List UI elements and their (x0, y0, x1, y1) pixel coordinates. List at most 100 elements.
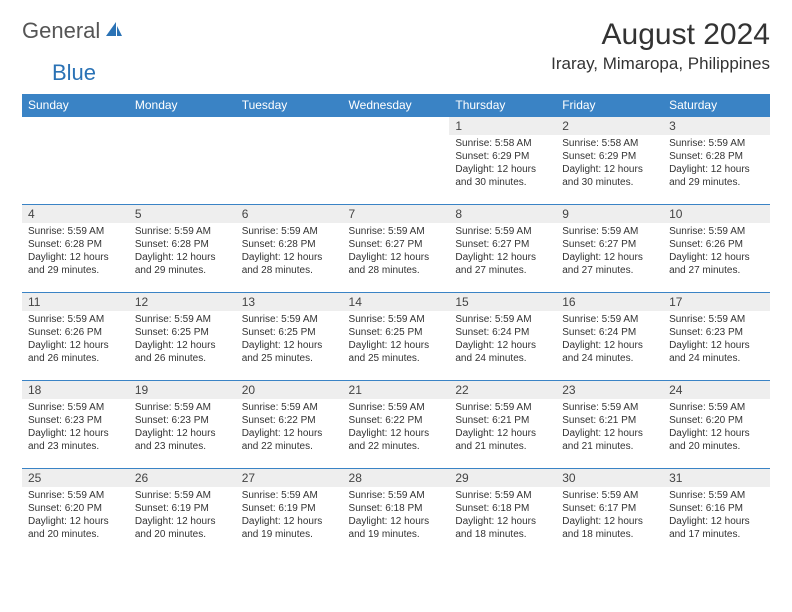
daylight-text: Daylight: 12 hours and 22 minutes. (242, 427, 337, 453)
sunrise-text: Sunrise: 5:59 AM (562, 225, 657, 238)
daylight-text: Daylight: 12 hours and 28 minutes. (242, 251, 337, 277)
sunset-text: Sunset: 6:29 PM (562, 150, 657, 163)
daylight-text: Daylight: 12 hours and 28 minutes. (349, 251, 444, 277)
day-number: 24 (663, 381, 770, 399)
sunrise-text: Sunrise: 5:59 AM (28, 313, 123, 326)
sunrise-text: Sunrise: 5:59 AM (669, 401, 764, 414)
sunset-text: Sunset: 6:16 PM (669, 502, 764, 515)
sunset-text: Sunset: 6:22 PM (349, 414, 444, 427)
calendar-day-cell: 22Sunrise: 5:59 AMSunset: 6:21 PMDayligh… (449, 381, 556, 469)
day-number: 14 (343, 293, 450, 311)
daylight-text: Daylight: 12 hours and 22 minutes. (349, 427, 444, 453)
sunrise-text: Sunrise: 5:59 AM (242, 225, 337, 238)
col-saturday: Saturday (663, 94, 770, 117)
day-number: 29 (449, 469, 556, 487)
day-details: Sunrise: 5:59 AMSunset: 6:25 PMDaylight:… (343, 311, 450, 367)
sunrise-text: Sunrise: 5:59 AM (28, 401, 123, 414)
logo-text-general: General (22, 18, 100, 44)
daylight-text: Daylight: 12 hours and 23 minutes. (135, 427, 230, 453)
calendar-day-cell: 30Sunrise: 5:59 AMSunset: 6:17 PMDayligh… (556, 469, 663, 557)
sunrise-text: Sunrise: 5:59 AM (455, 489, 550, 502)
sunrise-text: Sunrise: 5:59 AM (669, 313, 764, 326)
sunrise-text: Sunrise: 5:59 AM (669, 489, 764, 502)
calendar-day-cell: 24Sunrise: 5:59 AMSunset: 6:20 PMDayligh… (663, 381, 770, 469)
sunset-text: Sunset: 6:28 PM (135, 238, 230, 251)
calendar-day-cell: 16Sunrise: 5:59 AMSunset: 6:24 PMDayligh… (556, 293, 663, 381)
day-number: 3 (663, 117, 770, 135)
day-details: Sunrise: 5:59 AMSunset: 6:22 PMDaylight:… (236, 399, 343, 455)
calendar-day-cell: 12Sunrise: 5:59 AMSunset: 6:25 PMDayligh… (129, 293, 236, 381)
day-number: 22 (449, 381, 556, 399)
daylight-text: Daylight: 12 hours and 25 minutes. (349, 339, 444, 365)
calendar-day-cell: 2Sunrise: 5:58 AMSunset: 6:29 PMDaylight… (556, 117, 663, 205)
day-details: Sunrise: 5:59 AMSunset: 6:23 PMDaylight:… (663, 311, 770, 367)
col-tuesday: Tuesday (236, 94, 343, 117)
calendar-day-cell: 17Sunrise: 5:59 AMSunset: 6:23 PMDayligh… (663, 293, 770, 381)
day-details: Sunrise: 5:59 AMSunset: 6:28 PMDaylight:… (129, 223, 236, 279)
sunrise-text: Sunrise: 5:58 AM (562, 137, 657, 150)
sunrise-text: Sunrise: 5:59 AM (562, 489, 657, 502)
sunset-text: Sunset: 6:23 PM (28, 414, 123, 427)
calendar-day-cell: 3Sunrise: 5:59 AMSunset: 6:28 PMDaylight… (663, 117, 770, 205)
sunset-text: Sunset: 6:25 PM (242, 326, 337, 339)
sunrise-text: Sunrise: 5:59 AM (135, 225, 230, 238)
calendar-day-cell: 25Sunrise: 5:59 AMSunset: 6:20 PMDayligh… (22, 469, 129, 557)
day-details: Sunrise: 5:59 AMSunset: 6:20 PMDaylight:… (22, 487, 129, 543)
sunset-text: Sunset: 6:25 PM (349, 326, 444, 339)
day-details: Sunrise: 5:59 AMSunset: 6:28 PMDaylight:… (22, 223, 129, 279)
sunrise-text: Sunrise: 5:59 AM (349, 401, 444, 414)
sunset-text: Sunset: 6:24 PM (455, 326, 550, 339)
calendar-week: 18Sunrise: 5:59 AMSunset: 6:23 PMDayligh… (22, 381, 770, 469)
calendar-day-cell: 7Sunrise: 5:59 AMSunset: 6:27 PMDaylight… (343, 205, 450, 293)
day-number: 4 (22, 205, 129, 223)
daylight-text: Daylight: 12 hours and 25 minutes. (242, 339, 337, 365)
calendar-day-cell (343, 117, 450, 205)
day-number: 26 (129, 469, 236, 487)
daylight-text: Daylight: 12 hours and 19 minutes. (349, 515, 444, 541)
logo: General (22, 18, 126, 44)
sunset-text: Sunset: 6:28 PM (242, 238, 337, 251)
day-details: Sunrise: 5:59 AMSunset: 6:23 PMDaylight:… (129, 399, 236, 455)
day-number: 21 (343, 381, 450, 399)
sunset-text: Sunset: 6:26 PM (669, 238, 764, 251)
calendar-day-cell: 31Sunrise: 5:59 AMSunset: 6:16 PMDayligh… (663, 469, 770, 557)
sunrise-text: Sunrise: 5:59 AM (349, 489, 444, 502)
day-number: 9 (556, 205, 663, 223)
day-number (22, 117, 129, 121)
calendar-day-cell: 6 Sunrise: 5:59 AMSunset: 6:28 PMDaylight… (236, 205, 343, 293)
calendar-day-cell: 14Sunrise: 5:59 AMSunset: 6:25 PMDayligh… (343, 293, 450, 381)
daylight-text: Daylight: 12 hours and 27 minutes. (669, 251, 764, 277)
sunrise-text: Sunrise: 5:59 AM (349, 313, 444, 326)
day-details: Sunrise: 5:59 AMSunset: 6:22 PMDaylight:… (343, 399, 450, 455)
daylight-text: Daylight: 12 hours and 29 minutes. (135, 251, 230, 277)
day-number: 2 (556, 117, 663, 135)
day-number: 18 (22, 381, 129, 399)
daylight-text: Daylight: 12 hours and 26 minutes. (28, 339, 123, 365)
daylight-text: Daylight: 12 hours and 18 minutes. (455, 515, 550, 541)
day-number: 30 (556, 469, 663, 487)
calendar-day-cell: 11Sunrise: 5:59 AMSunset: 6:26 PMDayligh… (22, 293, 129, 381)
col-wednesday: Wednesday (343, 94, 450, 117)
day-details: Sunrise: 5:59 AMSunset: 6:19 PMDaylight:… (236, 487, 343, 543)
day-number: 28 (343, 469, 450, 487)
day-details: Sunrise: 5:59 AMSunset: 6:16 PMDaylight:… (663, 487, 770, 543)
day-number: 1 (449, 117, 556, 135)
day-number: 23 (556, 381, 663, 399)
sunset-text: Sunset: 6:23 PM (135, 414, 230, 427)
daylight-text: Daylight: 12 hours and 27 minutes. (562, 251, 657, 277)
calendar-day-cell: 13Sunrise: 5:59 AMSunset: 6:25 PMDayligh… (236, 293, 343, 381)
day-details: Sunrise: 5:59 AMSunset: 6:21 PMDaylight:… (449, 399, 556, 455)
logo-text-blue: Blue (52, 60, 96, 85)
day-number: 5 (129, 205, 236, 223)
daylight-text: Daylight: 12 hours and 27 minutes. (455, 251, 550, 277)
daylight-text: Daylight: 12 hours and 20 minutes. (135, 515, 230, 541)
day-details: Sunrise: 5:59 AMSunset: 6:26 PMDaylight:… (663, 223, 770, 279)
calendar-table: Sunday Monday Tuesday Wednesday Thursday… (22, 94, 770, 557)
sunrise-text: Sunrise: 5:58 AM (455, 137, 550, 150)
day-details: Sunrise: 5:59 AMSunset: 6:18 PMDaylight:… (343, 487, 450, 543)
sunset-text: Sunset: 6:20 PM (28, 502, 123, 515)
sunset-text: Sunset: 6:29 PM (455, 150, 550, 163)
sunset-text: Sunset: 6:28 PM (669, 150, 764, 163)
day-details: Sunrise: 5:59 AMSunset: 6:27 PMDaylight:… (343, 223, 450, 279)
day-number: 6 (236, 205, 343, 223)
